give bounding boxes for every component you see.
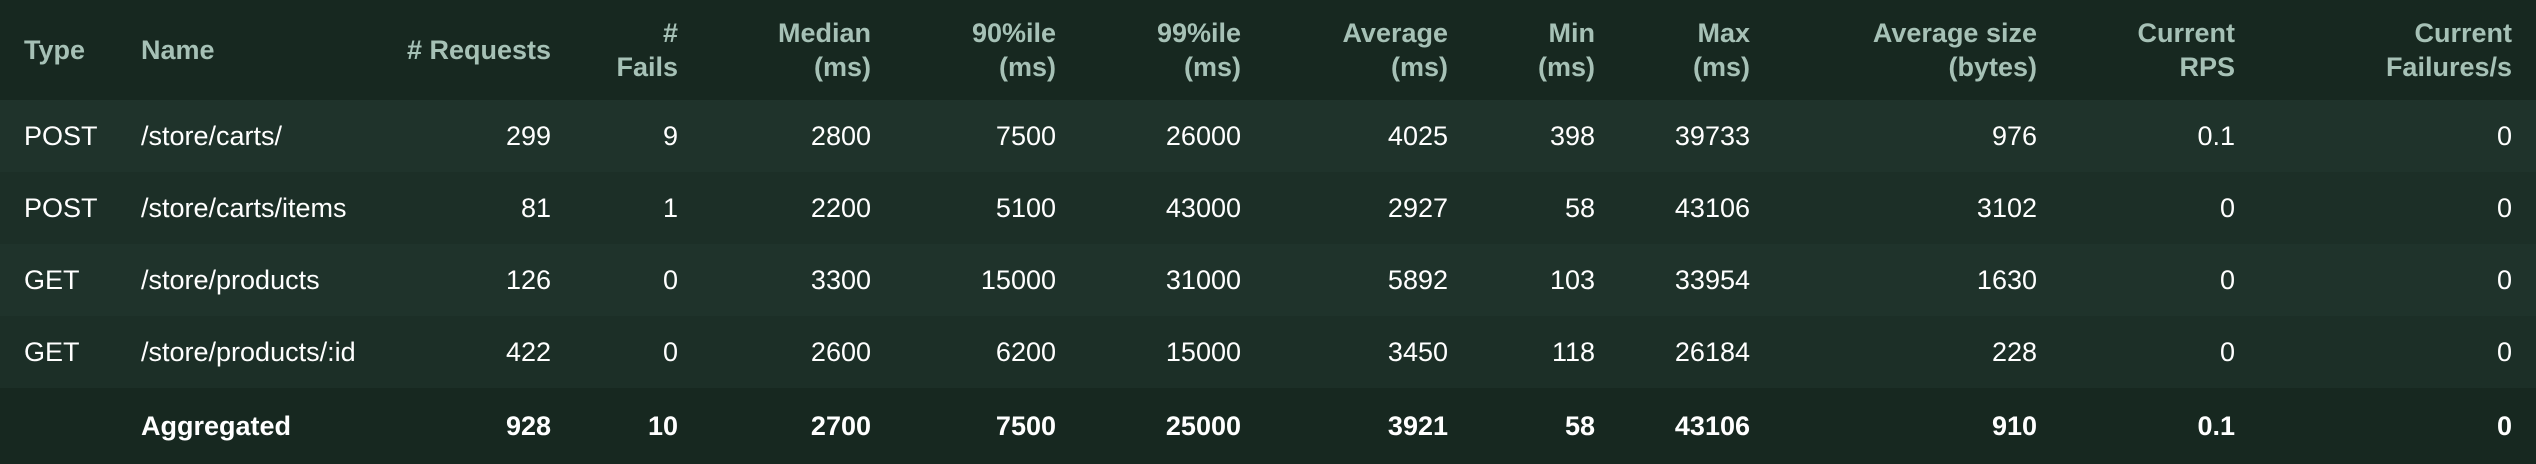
cell-type: POST xyxy=(24,192,98,223)
cell-average: 5892 xyxy=(1387,264,1448,295)
cell-requests: 299 xyxy=(505,120,551,151)
table-row: POST /store/carts/items 81 1 2200 5100 4… xyxy=(0,172,2536,244)
cell-name: /store/carts/ xyxy=(141,120,283,151)
column-header-min[interactable]: Min (ms) xyxy=(1537,18,1595,82)
cell-min: 398 xyxy=(1549,120,1595,151)
cell-min: 118 xyxy=(1551,336,1595,367)
cell-fails: 9 xyxy=(662,120,678,151)
cell-fails: 10 xyxy=(647,410,678,441)
cell-avg-size: 228 xyxy=(1991,336,2037,367)
table-row: GET /store/products 126 0 3300 15000 310… xyxy=(0,244,2536,316)
cell-p99: 15000 xyxy=(1165,336,1241,367)
column-header-rps[interactable]: Current RPS xyxy=(2137,18,2235,82)
column-header-avg-size[interactable]: Average size (bytes) xyxy=(1872,18,2037,82)
cell-p99: 43000 xyxy=(1165,192,1241,223)
cell-average: 4025 xyxy=(1387,120,1448,151)
cell-p90: 7500 xyxy=(995,120,1056,151)
cell-median: 3300 xyxy=(810,264,871,295)
cell-max: 39733 xyxy=(1674,120,1750,151)
cell-p90: 5100 xyxy=(995,192,1056,223)
cell-requests: 928 xyxy=(505,410,551,441)
cell-median: 2800 xyxy=(810,120,871,151)
column-header-median[interactable]: Median (ms) xyxy=(777,18,871,82)
cell-p90: 6200 xyxy=(995,336,1056,367)
column-header-failures-per-second[interactable]: Current Failures/s xyxy=(2385,18,2512,82)
cell-failures-per-second: 0 xyxy=(2496,120,2512,151)
cell-rps: 0.1 xyxy=(2197,120,2235,151)
cell-rps: 0 xyxy=(2219,192,2235,223)
cell-type xyxy=(0,388,117,464)
cell-requests: 126 xyxy=(505,264,551,295)
cell-p90: 7500 xyxy=(995,410,1056,441)
cell-type: GET xyxy=(24,264,80,295)
column-header-requests[interactable]: # Requests xyxy=(406,35,551,65)
cell-fails: 1 xyxy=(662,192,678,223)
cell-avg-size: 910 xyxy=(1991,410,2037,441)
cell-failures-per-second: 0 xyxy=(2496,410,2512,441)
cell-failures-per-second: 0 xyxy=(2496,264,2512,295)
column-header-name[interactable]: Name xyxy=(141,35,215,65)
cell-rps: 0 xyxy=(2219,264,2235,295)
cell-failures-per-second: 0 xyxy=(2496,336,2512,367)
column-header-p99[interactable]: 99%ile (ms) xyxy=(1156,18,1241,82)
cell-avg-size: 1630 xyxy=(1976,264,2037,295)
cell-requests: 422 xyxy=(505,336,551,367)
cell-median: 2700 xyxy=(810,410,871,441)
cell-name: /store/carts/items xyxy=(141,192,347,223)
cell-average: 2927 xyxy=(1387,192,1448,223)
cell-average: 3921 xyxy=(1387,410,1448,441)
table-row: POST /store/carts/ 299 9 2800 7500 26000… xyxy=(0,100,2536,172)
cell-max: 43106 xyxy=(1674,192,1750,223)
cell-median: 2600 xyxy=(810,336,871,367)
cell-fails: 0 xyxy=(662,264,678,295)
cell-min: 58 xyxy=(1564,192,1595,223)
cell-p99: 25000 xyxy=(1165,410,1241,441)
cell-p99: 31000 xyxy=(1165,264,1241,295)
cell-p99: 26000 xyxy=(1165,120,1241,151)
cell-type: GET xyxy=(24,336,80,367)
cell-max: 26184 xyxy=(1674,336,1750,367)
aggregated-row: Aggregated 928 10 2700 7500 25000 3921 5… xyxy=(0,388,2536,464)
cell-avg-size: 976 xyxy=(1991,120,2037,151)
cell-max: 43106 xyxy=(1674,410,1750,441)
cell-name: /store/products/:id xyxy=(141,336,356,367)
cell-min: 103 xyxy=(1549,264,1595,295)
cell-rps: 0 xyxy=(2219,336,2235,367)
table-header-row: Type Name # Requests # Fails Median (ms)… xyxy=(0,0,2536,100)
table-row: GET /store/products/:id 422 0 2600 6200 … xyxy=(0,316,2536,388)
cell-median: 2200 xyxy=(810,192,871,223)
cell-failures-per-second: 0 xyxy=(2496,192,2512,223)
column-header-fails[interactable]: # Fails xyxy=(616,18,678,82)
cell-name: Aggregated xyxy=(141,410,292,441)
column-header-max[interactable]: Max (ms) xyxy=(1692,18,1750,82)
cell-p90: 15000 xyxy=(980,264,1056,295)
cell-requests: 81 xyxy=(520,192,551,223)
cell-rps: 0.1 xyxy=(2197,410,2235,441)
column-header-p90[interactable]: 90%ile (ms) xyxy=(971,18,1056,82)
column-header-average[interactable]: Average (ms) xyxy=(1342,18,1448,82)
cell-name: /store/products xyxy=(141,264,320,295)
cell-max: 33954 xyxy=(1674,264,1750,295)
cell-average: 3450 xyxy=(1387,336,1448,367)
column-header-type[interactable]: Type xyxy=(24,35,86,65)
cell-type: POST xyxy=(24,120,98,151)
cell-fails: 0 xyxy=(662,336,678,367)
cell-min: 58 xyxy=(1564,410,1595,441)
cell-avg-size: 3102 xyxy=(1976,192,2037,223)
